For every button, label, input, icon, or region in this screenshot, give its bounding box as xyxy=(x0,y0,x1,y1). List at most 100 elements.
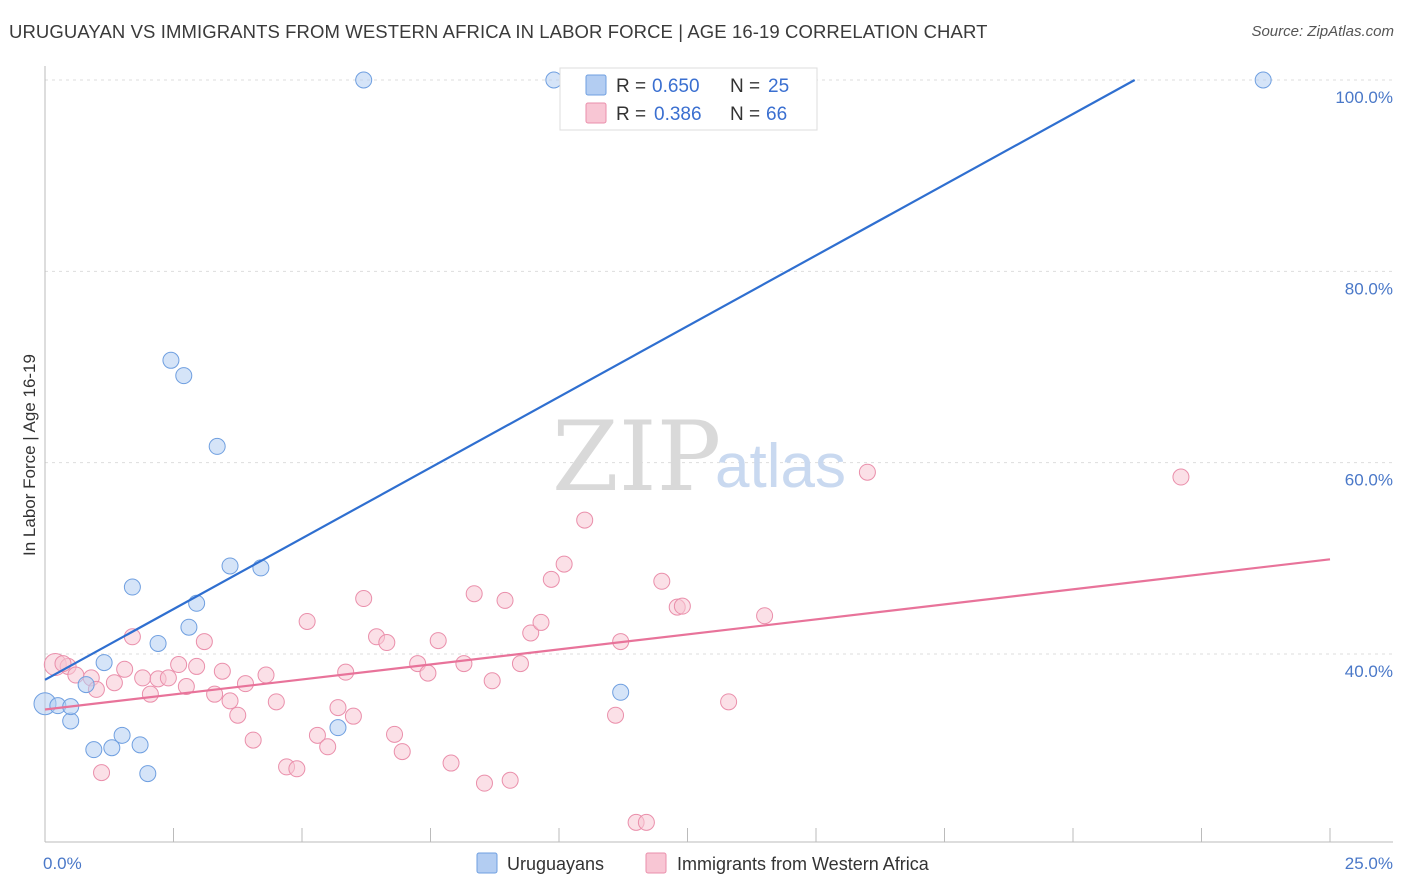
legend-n-value-2: 66 xyxy=(766,104,787,125)
bottom-legend-swatch-pink xyxy=(645,852,667,874)
immigrants-point xyxy=(607,706,625,724)
immigrants-point xyxy=(105,674,123,692)
legend-n-label-2: N = xyxy=(730,104,760,125)
y-tick-label: 80.0% xyxy=(1345,279,1393,298)
immigrants-point xyxy=(522,624,540,642)
legend-swatch-blue xyxy=(585,74,607,96)
immigrants-point xyxy=(465,585,483,603)
immigrants-point xyxy=(532,613,550,631)
watermark-zip: ZIP xyxy=(552,401,721,513)
uruguayans-point xyxy=(162,351,180,369)
immigrants-point xyxy=(483,672,501,690)
immigrants-point xyxy=(116,660,134,678)
uruguayans-point xyxy=(103,739,121,757)
immigrants-point xyxy=(378,634,396,652)
immigrants-point xyxy=(475,774,493,792)
immigrants-point xyxy=(298,612,316,630)
immigrants-point xyxy=(93,764,111,782)
uruguayans-point xyxy=(113,726,131,744)
uruguayans-point xyxy=(545,71,563,89)
bottom-legend-label-uruguayans: Uruguayans xyxy=(507,854,604,874)
immigrants-point xyxy=(344,707,362,725)
immigrants-point xyxy=(511,655,529,673)
immigrants-point xyxy=(653,572,671,590)
legend-n-value-1: 25 xyxy=(768,76,789,97)
legend-box: R = 0.650 N = 25 R = 0.386 N = 66 xyxy=(559,67,818,131)
legend-r-value-1: 0.650 xyxy=(652,76,700,97)
legend-n-label-1: N = xyxy=(730,76,760,97)
uruguayans-point xyxy=(180,618,198,636)
uruguayans-point xyxy=(355,71,373,89)
legend-r-label-1: R = xyxy=(616,76,646,97)
immigrants-point xyxy=(267,693,285,711)
uruguayans-point xyxy=(329,719,347,737)
immigrants-point xyxy=(177,678,195,696)
immigrants-point xyxy=(496,591,514,609)
watermark-atlas: atlas xyxy=(715,432,846,501)
y-tick-labels: 100.0% 80.0% 60.0% 40.0% xyxy=(1335,88,1393,681)
x-tick-label-min: 0.0% xyxy=(43,854,82,873)
x-ticks xyxy=(44,828,1331,842)
immigrants-point xyxy=(720,693,738,711)
y-tick-label: 40.0% xyxy=(1345,662,1393,681)
uruguayans-point xyxy=(85,741,103,759)
y-tick-label: 100.0% xyxy=(1335,88,1393,107)
immigrants-point xyxy=(159,669,177,687)
uruguayans-point xyxy=(252,559,270,577)
trendline-immigrants xyxy=(44,558,1331,711)
uruguayans-point xyxy=(188,594,206,612)
uruguayans-point xyxy=(1254,71,1272,89)
immigrants-point xyxy=(386,725,404,743)
immigrants-point xyxy=(1172,468,1190,486)
series-immigrants-points xyxy=(43,463,1190,831)
immigrants-point xyxy=(555,555,573,573)
bottom-legend-label-immigrants: Immigrants from Western Africa xyxy=(677,854,930,874)
immigrants-point xyxy=(429,632,447,650)
immigrants-point xyxy=(188,657,206,675)
immigrants-point xyxy=(393,743,411,761)
uruguayans-point xyxy=(62,712,80,730)
immigrants-point xyxy=(308,726,326,744)
uruguayans-point xyxy=(139,765,157,783)
immigrants-point xyxy=(213,662,231,680)
y-tick-label: 60.0% xyxy=(1345,471,1393,490)
trendline-uruguayans xyxy=(44,79,1136,681)
immigrants-point xyxy=(355,590,373,608)
immigrants-point xyxy=(337,663,355,681)
immigrants-point xyxy=(221,692,239,710)
immigrants-point xyxy=(195,633,213,651)
y-axis-label: In Labor Force | Age 16-19 xyxy=(20,354,39,556)
uruguayans-point xyxy=(77,676,95,694)
immigrants-point xyxy=(576,511,594,529)
uruguayans-point xyxy=(612,683,630,701)
uruguayans-point xyxy=(123,578,141,596)
uruguayans-point xyxy=(95,654,113,672)
immigrants-point xyxy=(858,463,876,481)
legend-r-label-2: R = xyxy=(616,104,646,125)
source-note: Source: ZipAtlas.com xyxy=(1251,23,1394,40)
uruguayans-point xyxy=(221,557,239,575)
immigrants-point xyxy=(637,813,655,831)
immigrants-point xyxy=(141,685,159,703)
uruguayans-point xyxy=(131,736,149,754)
immigrants-point xyxy=(442,754,460,772)
immigrants-point xyxy=(319,738,337,756)
immigrants-point xyxy=(134,669,152,687)
immigrants-point xyxy=(756,607,774,625)
immigrants-point xyxy=(329,699,347,717)
chart-title: URUGUAYAN VS IMMIGRANTS FROM WESTERN AFR… xyxy=(9,21,988,42)
immigrants-point xyxy=(455,655,473,673)
immigrants-point xyxy=(257,666,275,684)
legend-swatch-pink xyxy=(585,102,607,124)
watermark: ZIP atlas xyxy=(552,401,846,513)
immigrants-point xyxy=(673,597,691,615)
immigrants-point xyxy=(419,664,437,682)
uruguayans-point xyxy=(149,634,167,652)
immigrants-point xyxy=(542,570,560,588)
uruguayans-point xyxy=(208,437,226,455)
immigrants-point xyxy=(288,760,306,778)
uruguayans-point xyxy=(175,367,193,385)
immigrants-point xyxy=(229,706,247,724)
immigrants-point xyxy=(236,675,254,693)
